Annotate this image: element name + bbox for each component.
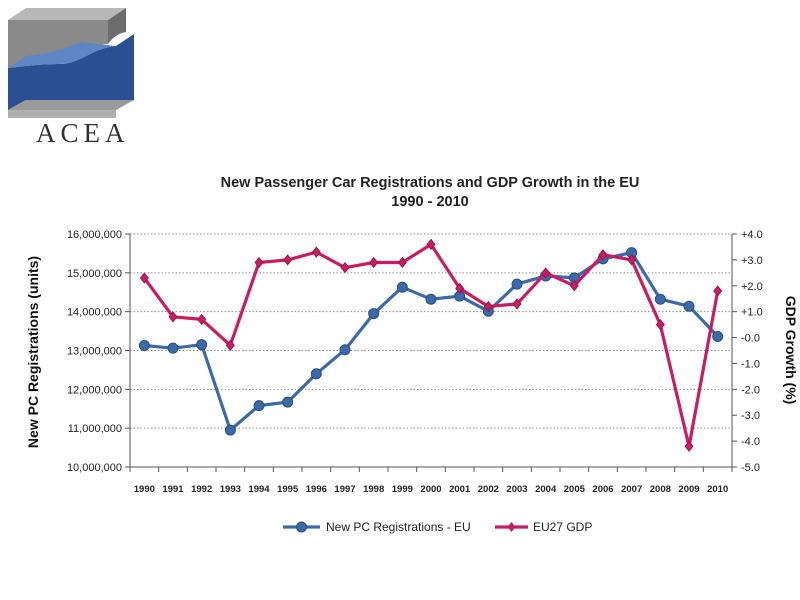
gdp-point <box>139 272 149 284</box>
x-tick-label: 1991 <box>162 484 184 495</box>
chart-subtitle: 1990 - 2010 <box>391 194 469 210</box>
series <box>138 238 724 452</box>
y2-tick-label: -2.0 <box>741 384 760 396</box>
gdp-point <box>655 318 665 331</box>
registrations-point <box>167 342 179 354</box>
x-tick-label: 2009 <box>678 484 699 495</box>
y2-tick-label: +3.0 <box>741 255 763 267</box>
gdp-point <box>254 256 264 269</box>
y2-tick-label: +2.0 <box>741 281 763 293</box>
gdp-point <box>627 254 637 266</box>
registrations-point <box>339 344 351 356</box>
legend: New PC Registrations - EU EU27 GDP <box>283 520 592 534</box>
gdp-point <box>283 254 293 266</box>
x-axis-ticks: 1990 1991 1992 1993 1994 1995 1996 1997 1998 1999… <box>129 467 733 495</box>
x-tick-label: 1999 <box>392 484 413 495</box>
x-tick-label: 1998 <box>363 484 384 495</box>
legend-registrations-label: New PC Registrations - EU <box>326 520 471 534</box>
y2-tick-label: -4.0 <box>741 436 760 448</box>
y-tick-label: 16,000,000 <box>67 229 122 241</box>
gdp-point <box>426 238 436 250</box>
registrations-point <box>654 293 666 305</box>
x-tick-label: 2010 <box>707 484 728 495</box>
gdp-point <box>369 256 379 269</box>
gdp-point <box>168 311 178 323</box>
registrations-point <box>683 300 695 312</box>
registrations-point <box>425 293 437 305</box>
acea-logo <box>8 8 134 118</box>
x-tick-label: 2002 <box>478 484 499 495</box>
x-tick-label: 1993 <box>220 484 241 495</box>
y-tick-label: 13,000,000 <box>67 346 122 358</box>
y2-axis-label: GDP Growth (%) <box>783 296 799 405</box>
chart-title: New Passenger Car Registrations and GDP … <box>220 175 640 191</box>
registrations-point <box>224 424 236 436</box>
gdp-point <box>569 280 579 292</box>
gdp-point <box>512 298 522 310</box>
y2-tick-label: -3.0 <box>741 410 760 422</box>
gdp-point <box>197 313 207 326</box>
gdp-point <box>684 440 694 452</box>
gdp-point <box>397 256 407 269</box>
registrations-point <box>712 331 724 343</box>
x-tick-label: 2008 <box>650 484 671 495</box>
gdp-point <box>541 267 551 279</box>
x-tick-label: 2006 <box>592 484 613 495</box>
y-tick-label: 15,000,000 <box>67 268 122 280</box>
x-tick-label: 1995 <box>277 484 299 495</box>
gdp-point <box>311 246 321 258</box>
legend-registrations-marker <box>296 521 307 533</box>
y2-tick-label: +4.0 <box>741 229 763 241</box>
right-axis-ticks: -5.0 -4.0 -3.0 -2.0 -1.0 -0.0 +1.0 +2.0 +3.0 +4.0 <box>732 229 763 474</box>
legend-gdp-label: EU27 GDP <box>533 520 592 534</box>
x-tick-label: 2000 <box>420 484 441 495</box>
y2-tick-label: -1.0 <box>741 358 760 370</box>
gdp-point <box>598 249 608 261</box>
y-tick-label: 12,000,000 <box>67 384 122 396</box>
registrations-point <box>253 400 265 412</box>
x-tick-label: 2003 <box>506 484 527 495</box>
legend-gdp-marker <box>507 522 516 532</box>
x-tick-label: 1994 <box>248 484 270 495</box>
x-tick-label: 2001 <box>449 484 471 495</box>
x-tick-label: 2005 <box>564 484 586 495</box>
y-tick-label: 10,000,000 <box>67 462 122 474</box>
logo-wordmark: ACEA <box>36 118 130 148</box>
y2-tick-label: -5.0 <box>741 462 760 474</box>
gdp-point <box>483 300 493 313</box>
gdp-point <box>340 262 350 274</box>
registrations-point <box>368 308 380 320</box>
gdp-point <box>713 285 723 297</box>
y2-tick-label: +1.0 <box>741 307 763 319</box>
registrations-point <box>138 339 150 351</box>
y-axis-label: New PC Registrations (units) <box>25 256 41 448</box>
gdp-point <box>225 339 235 351</box>
y-tick-label: 11,000,000 <box>68 423 122 435</box>
y-tick-label: 14,000,000 <box>67 307 122 319</box>
x-tick-label: 1997 <box>334 484 355 495</box>
x-tick-label: 1992 <box>191 484 212 495</box>
x-tick-label: 2007 <box>621 484 642 495</box>
left-axis-ticks: 10,000,000 11,000,000 12,000,000 13,000,000… <box>67 229 130 474</box>
registrations-point <box>282 396 294 408</box>
gdp-point <box>455 282 465 295</box>
x-tick-label: 1996 <box>306 484 327 495</box>
registrations-point <box>396 281 408 293</box>
gridlines <box>130 233 732 429</box>
registrations-point <box>310 368 322 380</box>
x-tick-label: 2004 <box>535 484 557 495</box>
registrations-point <box>511 278 523 290</box>
x-tick-label: 1990 <box>134 484 155 495</box>
y2-tick-label: -0.0 <box>741 333 760 345</box>
registrations-point <box>196 339 208 351</box>
